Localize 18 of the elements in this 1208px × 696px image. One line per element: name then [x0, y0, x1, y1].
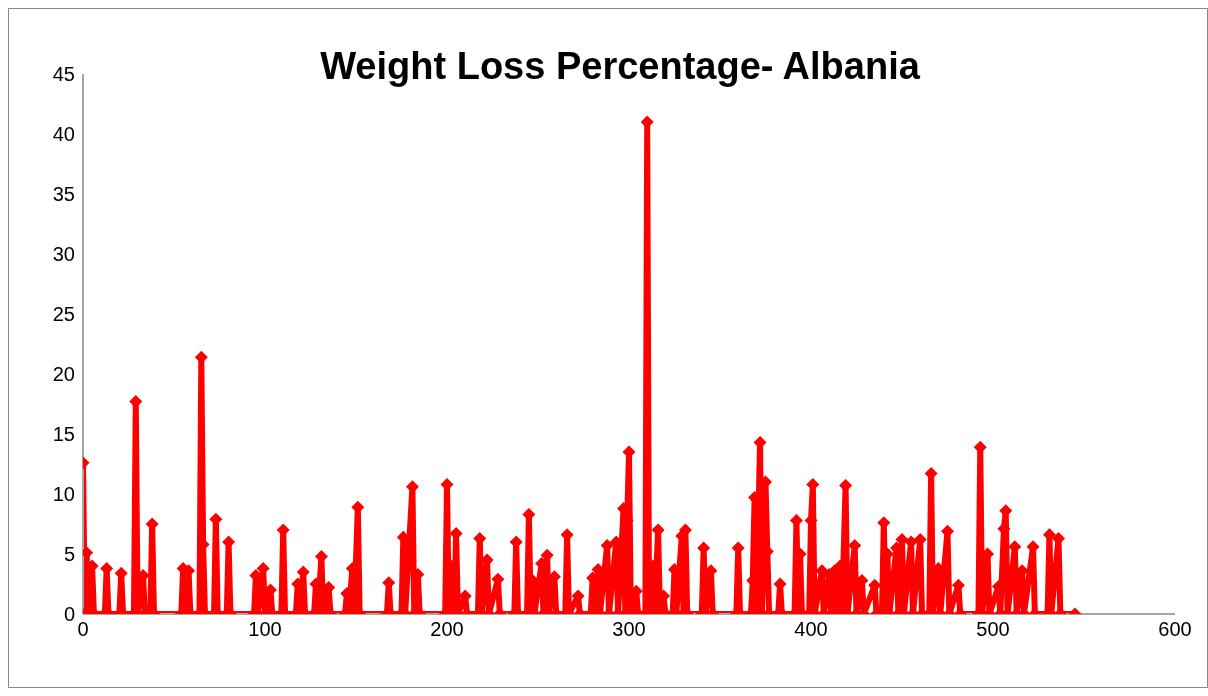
y-tick-label: 5	[63, 543, 75, 566]
x-tick-label: 500	[976, 618, 1010, 641]
x-tick-label: 100	[248, 618, 282, 641]
y-tick-label: 40	[52, 123, 75, 146]
x-tick-label: 300	[612, 618, 646, 641]
y-tick-label: 45	[52, 63, 75, 86]
x-tick-label: 0	[77, 618, 89, 641]
y-tick-label: 0	[63, 603, 75, 626]
y-tick-label: 20	[52, 363, 75, 386]
x-tick-label: 200	[430, 618, 464, 641]
y-tick-label: 15	[52, 423, 75, 446]
chart-title: Weight Loss Percentage- Albania	[320, 45, 920, 87]
y-tick-label: 25	[52, 303, 75, 326]
x-tick-label: 400	[794, 618, 828, 641]
y-tick-label: 10	[52, 483, 75, 506]
y-tick-label: 30	[52, 243, 75, 266]
y-tick-label: 35	[52, 183, 75, 206]
x-tick-label: 600	[1158, 618, 1192, 641]
